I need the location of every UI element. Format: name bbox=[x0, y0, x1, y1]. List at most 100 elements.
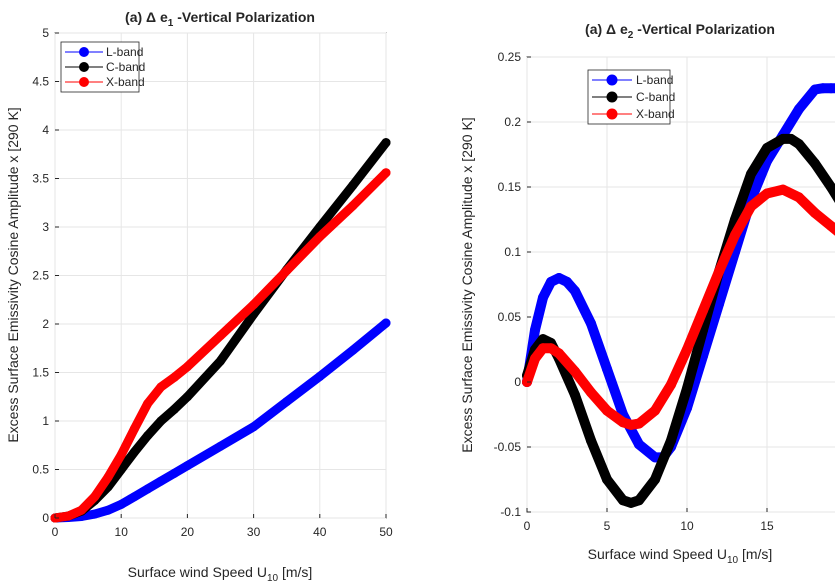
data-point-l-band bbox=[143, 484, 153, 494]
data-point-c-band bbox=[538, 334, 548, 345]
data-point-x-band bbox=[554, 348, 564, 359]
y-tick-label: 0.5 bbox=[32, 463, 49, 477]
legend-label-l-band: L-band bbox=[106, 45, 143, 59]
x-tick-label: 40 bbox=[313, 525, 327, 539]
y-tick-label: 4.5 bbox=[32, 75, 49, 89]
y-tick-label: 0 bbox=[42, 511, 49, 525]
data-point-l-band bbox=[570, 286, 580, 296]
data-point-x-band bbox=[586, 387, 596, 398]
data-point-l-band bbox=[586, 318, 596, 329]
data-point-x-band bbox=[650, 405, 660, 416]
data-point-x-band bbox=[116, 450, 126, 460]
y-tick-label: 5 bbox=[42, 26, 49, 40]
x-tick-label: 5 bbox=[604, 519, 611, 533]
x-tick-label: 30 bbox=[247, 525, 261, 539]
x-tick-label: 0 bbox=[52, 525, 59, 539]
legend-marker-c-band bbox=[79, 62, 89, 72]
data-point-x-band bbox=[634, 418, 644, 429]
data-point-c-band bbox=[602, 474, 612, 485]
data-point-l-band bbox=[650, 452, 660, 463]
data-point-l-band bbox=[315, 371, 325, 381]
data-point-x-band bbox=[103, 472, 113, 482]
y-tick-label: 4 bbox=[42, 123, 49, 137]
legend-marker-x-band bbox=[79, 77, 89, 87]
y-tick-label: 1 bbox=[42, 414, 49, 428]
data-point-c-band bbox=[570, 390, 580, 400]
data-point-l-band bbox=[818, 83, 828, 94]
chart-title: (a) Δ e2 -Vertical Polarization bbox=[585, 21, 775, 41]
y-tick-label: 2.5 bbox=[32, 269, 49, 283]
x-axis-label: Surface wind Speed U10 [m/s] bbox=[128, 564, 313, 584]
chart-title: (a) Δ e1 -Vertical Polarization bbox=[125, 9, 315, 29]
data-point-x-band bbox=[730, 230, 740, 241]
legend-label-c-band: C-band bbox=[636, 90, 675, 104]
data-point-x-band bbox=[143, 399, 153, 408]
series-group bbox=[522, 83, 835, 508]
data-point-l-band bbox=[348, 345, 358, 355]
data-point-c-band bbox=[348, 180, 358, 190]
data-point-x-band bbox=[530, 353, 540, 364]
data-point-x-band bbox=[63, 511, 73, 521]
data-point-c-band bbox=[626, 497, 636, 508]
y-tick-label: 1.5 bbox=[32, 366, 49, 380]
data-point-x-band bbox=[826, 221, 835, 231]
data-point-c-band bbox=[762, 143, 772, 153]
data-point-x-band bbox=[810, 208, 820, 218]
data-point-l-band bbox=[554, 273, 564, 283]
data-point-c-band bbox=[182, 392, 192, 402]
data-point-x-band bbox=[618, 417, 628, 428]
data-point-x-band bbox=[348, 201, 358, 211]
y-tick-label: -0.1 bbox=[500, 505, 521, 519]
legend-label-l-band: L-band bbox=[636, 73, 673, 87]
data-point-c-band bbox=[810, 158, 820, 169]
legend-marker-x-band bbox=[606, 108, 618, 120]
data-point-c-band bbox=[129, 447, 139, 457]
legend: L-band C-band X-band bbox=[587, 69, 675, 125]
data-point-c-band bbox=[650, 474, 660, 485]
legend-marker-l-band bbox=[79, 47, 89, 57]
title-subscript: 1 bbox=[168, 18, 174, 29]
data-point-c-band bbox=[786, 133, 796, 144]
data-point-x-band bbox=[77, 505, 86, 515]
data-point-x-band bbox=[282, 266, 292, 276]
data-point-l-band bbox=[249, 422, 259, 432]
y-tick-label: 0.05 bbox=[498, 310, 522, 324]
y-tick-label: 0.2 bbox=[504, 115, 521, 129]
y-tick-label: 0.15 bbox=[498, 180, 522, 194]
x-tick-label: 10 bbox=[680, 519, 694, 533]
y-tick-label: -0.05 bbox=[494, 440, 522, 454]
data-point-x-band bbox=[315, 232, 325, 242]
data-point-l-band bbox=[129, 492, 139, 502]
x-tick-label: 50 bbox=[379, 525, 393, 539]
legend-label-c-band: C-band bbox=[106, 60, 145, 74]
y-tick-label: 2 bbox=[42, 317, 49, 331]
data-point-c-band bbox=[169, 404, 179, 414]
data-point-x-band bbox=[746, 201, 756, 212]
data-point-x-band bbox=[778, 184, 788, 195]
data-point-x-band bbox=[90, 492, 100, 502]
xlabel-subscript: 10 bbox=[727, 555, 739, 566]
data-point-x-band bbox=[570, 366, 580, 377]
x-tick-label: 15 bbox=[760, 519, 774, 533]
data-point-l-band bbox=[103, 505, 113, 515]
series-group bbox=[50, 138, 391, 523]
y-axis-label: Excess Surface Emissivity Cosine Amplitu… bbox=[459, 117, 475, 452]
data-point-x-band bbox=[714, 266, 724, 277]
data-point-l-band bbox=[381, 318, 391, 328]
y-tick-label: 0 bbox=[514, 375, 521, 389]
data-point-c-band bbox=[143, 431, 153, 441]
legend-marker-l-band bbox=[606, 74, 618, 86]
data-point-l-band bbox=[282, 397, 292, 407]
data-point-c-band bbox=[586, 435, 596, 446]
data-point-l-band bbox=[216, 441, 225, 451]
data-point-l-band bbox=[169, 468, 179, 478]
data-point-l-band bbox=[562, 276, 572, 287]
title-subscript: 2 bbox=[628, 30, 634, 41]
data-point-x-band bbox=[381, 168, 391, 178]
data-point-x-band bbox=[249, 300, 259, 310]
y-tick-label: 3.5 bbox=[32, 172, 49, 186]
data-point-l-band bbox=[156, 476, 166, 486]
data-point-c-band bbox=[156, 416, 166, 426]
x-tick-label: 0 bbox=[524, 519, 531, 533]
